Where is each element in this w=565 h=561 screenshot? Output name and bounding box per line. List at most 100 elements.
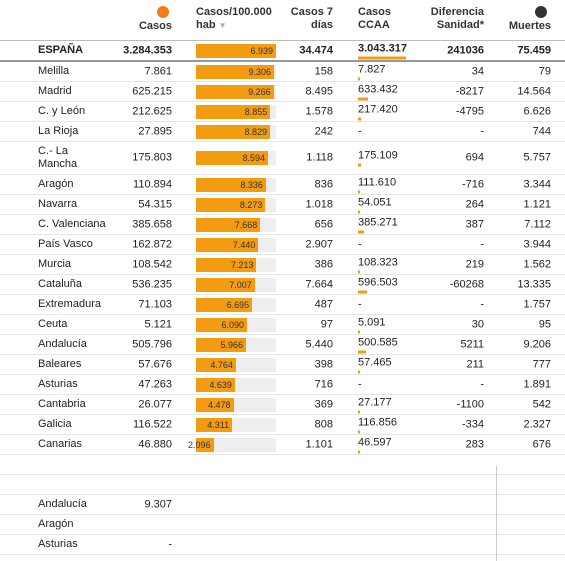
row: Murcia 108.542 7.213 386 108.323 219 1.562 (0, 255, 565, 275)
ccaa-value: 46.597 (358, 436, 392, 448)
value: - (168, 538, 172, 550)
bar (196, 104, 271, 119)
cases-7d: 1.578 (305, 105, 333, 117)
bar-track: 7.007 (196, 277, 276, 292)
ccaa-cases: 633.432 (358, 83, 418, 100)
cases-7d: 487 (314, 298, 333, 310)
cases-7d: 5.440 (305, 338, 333, 350)
region: Asturias (38, 538, 78, 550)
cases: 7.861 (144, 65, 172, 77)
cases: 212.625 (132, 105, 172, 117)
bar-label: 6.939 (250, 45, 273, 56)
col-header-text: Casos/100.000 hab (196, 6, 272, 31)
region: Aragón (38, 178, 74, 190)
region: ESPAÑA (38, 44, 84, 56)
total-row: ESPAÑA 3.284.353 6.939 34.474 3.043.317 24103… (0, 40, 565, 62)
bar-label: 7.668 (234, 219, 258, 230)
bar-track: 7.440 (196, 237, 276, 252)
ccaa-bar (358, 56, 406, 59)
ccaa-value: 54.051 (358, 196, 392, 208)
bar-label: 4.639 (209, 379, 232, 390)
deaths: 3.344 (523, 178, 551, 190)
col-header[interactable]: Casos/100.000 hab ▼ (196, 6, 286, 32)
difference: 694 (465, 151, 484, 164)
row: Baleares 57.676 4.764 398 57.465 211 777 (0, 355, 565, 375)
cases: 505.796 (132, 338, 172, 350)
bar-label: 8.273 (239, 199, 263, 210)
ccaa-bar (358, 410, 360, 413)
row: Ceuta 5.121 6.090 97 5.091 30 95 (0, 315, 565, 335)
deaths: 6.626 (523, 105, 551, 117)
bar-label: 6.695 (226, 299, 250, 310)
bar (196, 84, 274, 99)
ccaa-bar (358, 430, 360, 433)
cases: 175.803 (132, 151, 172, 164)
deaths: 13.335 (517, 278, 551, 290)
row: Aragón (0, 515, 565, 535)
cases: 108.542 (132, 258, 172, 270)
ccaa-value: 108.323 (358, 256, 398, 268)
region: Galicia (38, 418, 72, 430)
cases: 3.284.353 (123, 44, 172, 56)
ccaa-value: 5.091 (358, 316, 386, 328)
difference: - (480, 125, 484, 137)
deaths: 5.757 (523, 151, 551, 164)
row: C. y León 212.625 8.855 1.578 217.420 -4795 6.… (0, 102, 565, 122)
difference: 241036 (447, 44, 484, 56)
cases: 536.235 (132, 278, 172, 290)
bar-label: 8.336 (240, 179, 263, 190)
ccaa-value: 385.271 (358, 216, 398, 228)
col-header[interactable]: Casos (138, 20, 172, 32)
ccaa-cases: 111.610 (358, 176, 418, 193)
region: Aragón (38, 518, 74, 530)
bar-track: 5.966 (196, 337, 276, 352)
row: Andalucía 9.307 (0, 495, 565, 515)
ccaa-value: 111.610 (358, 176, 397, 188)
ccaa-cases: 500.585 (358, 336, 418, 353)
region: Madrid (38, 85, 72, 97)
bar (196, 317, 248, 332)
difference: - (480, 298, 484, 310)
bar (196, 217, 261, 232)
ccaa-bar (358, 77, 360, 80)
ccaa-cases: 596.503 (358, 276, 418, 293)
col-header[interactable]: Casos CCAA (358, 6, 392, 31)
bar-track: 7.668 (196, 217, 276, 232)
region: País Vasco (38, 238, 93, 250)
row: Extremadura 71.103 6.695 487 - - 1.757 (0, 295, 565, 315)
col-header[interactable]: Diferencia Sanidad* (430, 6, 484, 31)
cases-7d: 836 (314, 178, 333, 190)
region: C.- La Mancha (38, 145, 78, 170)
deaths: 95 (538, 318, 551, 330)
bar-label: 6.090 (221, 319, 245, 330)
deaths: 744 (532, 125, 551, 137)
bar (196, 43, 276, 58)
bar (196, 417, 233, 432)
row: Asturias 47.263 4.639 716 - - 1.891 (0, 375, 565, 395)
bar-track: 4.639 (196, 377, 276, 392)
ccaa-cases: - (358, 125, 362, 137)
difference: -60268 (449, 278, 484, 290)
ccaa-cases: - (358, 298, 362, 310)
bar (196, 437, 214, 452)
bar-track: 4.311 (196, 417, 276, 432)
cases: 26.077 (138, 398, 172, 410)
ccaa-cases: 3.043.317 (358, 42, 418, 59)
ccaa-value: 596.503 (358, 276, 398, 288)
header: Casos Casos/100.000 hab ▼ Casos 7 días C… (0, 0, 565, 40)
bar-label: 5.966 (220, 339, 244, 350)
ccaa-cases: 57.465 (358, 356, 418, 373)
deaths: 542 (532, 398, 551, 410)
region: Murcia (38, 258, 72, 270)
col-header[interactable]: Casos 7 días (290, 6, 333, 31)
bar-label: 4.311 (207, 419, 230, 430)
bar-label: 4.764 (210, 359, 233, 370)
region: Cataluña (38, 278, 83, 290)
difference: -4795 (455, 105, 484, 117)
ccaa-value: 116.856 (358, 416, 397, 428)
deaths: 1.891 (523, 378, 551, 390)
col-header[interactable]: Muertes (508, 20, 551, 32)
cases: 57.676 (138, 358, 172, 370)
cases-7d: 716 (314, 378, 333, 390)
deaths: 79 (538, 65, 551, 77)
